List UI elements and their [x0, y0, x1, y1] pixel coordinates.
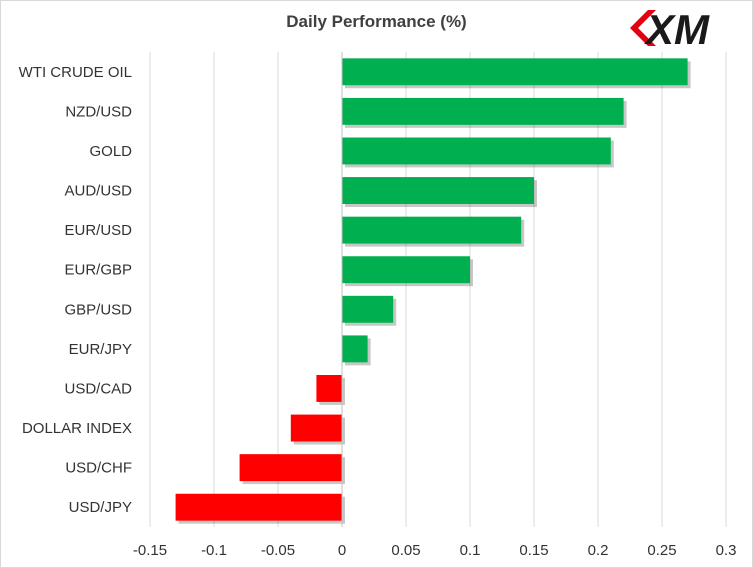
x-tick-label: 0.1	[460, 542, 481, 559]
xm-logo: XM	[630, 6, 710, 50]
category-label: USD/CAD	[64, 380, 132, 397]
x-tick-label: 0.05	[391, 542, 420, 559]
bar-usd-cad	[316, 375, 342, 402]
chart-title: Daily Performance (%)	[286, 12, 467, 31]
bar-gbp-usd	[342, 295, 394, 323]
tick-labels: -0.15 -0.1 -0.05 0 0.05 0.1 0.15 0.2 0.25 0.3	[133, 542, 737, 559]
category-labels: WTI CRUDE OIL NZD/USD GOLD AUD/USD EUR/USD EU…	[19, 64, 133, 516]
logo-accent-stripe	[630, 10, 656, 46]
category-label: USD/CHF	[65, 460, 132, 477]
category-label: AUD/USD	[64, 183, 132, 200]
x-tick-label: 0.15	[519, 542, 548, 559]
bar-usd-jpy	[175, 493, 342, 521]
bar-usd-chf	[239, 454, 342, 482]
category-label: DOLLAR INDEX	[22, 420, 132, 437]
x-tick-label: -0.1	[201, 542, 227, 559]
bar-aud-usd	[342, 177, 534, 204]
x-tick-label: -0.15	[133, 542, 167, 559]
category-label: GOLD	[89, 143, 132, 160]
category-label: NZD/USD	[65, 103, 132, 120]
bar-eur-jpy	[342, 335, 368, 363]
x-tick-label: 0	[338, 542, 346, 559]
x-tick-label: 0.2	[588, 542, 609, 559]
x-tick-label: 0.25	[647, 542, 676, 559]
category-label: EUR/JPY	[69, 341, 132, 358]
x-tick-label: -0.05	[261, 542, 295, 559]
bar-nzd-usd	[342, 97, 624, 125]
category-label: EUR/USD	[64, 222, 132, 239]
category-label: USD/JPY	[69, 499, 132, 516]
bar-eur-gbp	[342, 256, 470, 284]
category-label: WTI CRUDE OIL	[19, 64, 132, 81]
bar-eur-usd	[342, 216, 522, 244]
gridlines	[149, 52, 727, 527]
bars	[175, 58, 691, 524]
logo-wordmark: XM	[644, 6, 710, 50]
bar-wti-crude-oil	[342, 58, 688, 86]
x-tick-label: 0.3	[716, 542, 737, 559]
bar-dollar-index	[290, 414, 342, 442]
bar-gold	[342, 137, 611, 165]
category-label: EUR/GBP	[64, 262, 132, 279]
category-label: GBP/USD	[64, 301, 132, 318]
